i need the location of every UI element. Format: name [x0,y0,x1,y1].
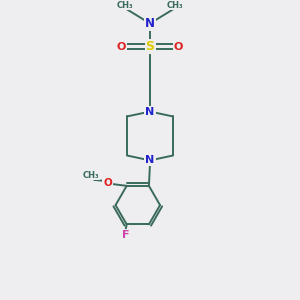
Text: CH₃: CH₃ [82,170,99,179]
Text: S: S [146,40,154,53]
Text: CH₃: CH₃ [167,1,183,10]
Text: O: O [103,178,112,188]
Text: CH₃: CH₃ [117,1,134,10]
Text: N: N [146,106,154,117]
Text: N: N [146,155,154,165]
Text: N: N [145,17,155,30]
Text: O: O [117,41,126,52]
Text: F: F [122,230,129,240]
Text: O: O [174,41,183,52]
